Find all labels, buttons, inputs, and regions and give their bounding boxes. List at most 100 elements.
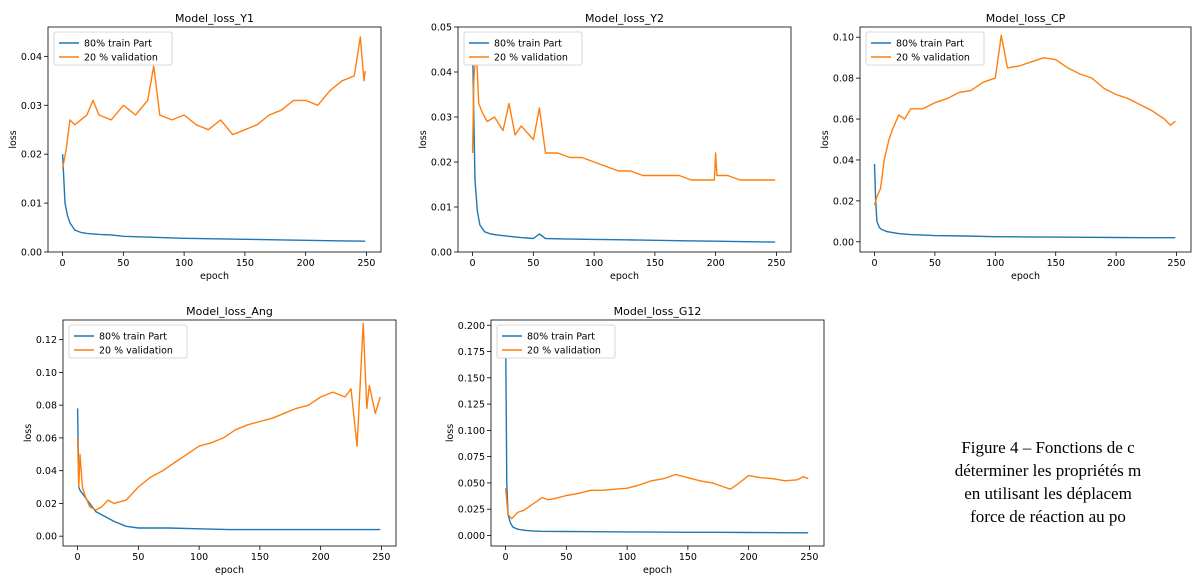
y-tick-label: 0.12	[36, 335, 57, 346]
chart-model-loss-ang: Model_loss_Ang 0 50 100 150 200 250 0.00 0.02 0.0…	[23, 305, 397, 576]
x-tick-label: 0	[503, 552, 509, 563]
y-tick-label: 0.06	[833, 115, 854, 126]
y-tick-label: 0.03	[431, 113, 452, 124]
x-tick-label: 50	[117, 258, 129, 269]
train-loss-line	[76, 408, 381, 531]
train-loss-line	[61, 154, 366, 242]
chart-title: Model_loss_G12	[614, 305, 702, 318]
legend-label: 20 % validation	[494, 53, 568, 64]
y-tick-label: 0.150	[458, 373, 485, 384]
x-axis-label: epoch	[643, 565, 672, 576]
y-tick-label: 0.075	[458, 452, 485, 463]
legend-label: 20 % validation	[99, 346, 173, 357]
x-tick-label: 200	[297, 258, 315, 269]
x-tick-label: 0	[60, 258, 66, 269]
x-tick-label: 200	[1107, 258, 1125, 269]
y-tick-label: 0.08	[833, 74, 854, 85]
x-tick-label: 0	[470, 258, 476, 269]
y-axis-label: loss	[418, 130, 429, 148]
y-tick-label: 0.04	[36, 466, 57, 477]
x-tick-label: 50	[132, 552, 144, 563]
x-tick-label: 250	[372, 552, 390, 563]
x-tick-label: 100	[618, 552, 636, 563]
chart-title: Model_loss_Y2	[585, 12, 664, 25]
x-tick-label: 0	[871, 258, 877, 269]
x-tick-label: 150	[1047, 258, 1065, 269]
x-tick-label: 250	[767, 258, 785, 269]
y-tick-label: 0.000	[458, 531, 485, 542]
legend-label: 80% train Part	[99, 332, 167, 343]
x-tick-label: 250	[800, 552, 818, 563]
x-tick-label: 200	[740, 552, 758, 563]
y-tick-label: 0.00	[431, 248, 452, 259]
legend-label: 80% train Part	[527, 332, 595, 343]
caption-line-1: Figure 4 – Fonctions de c	[961, 438, 1135, 457]
x-tick-label: 50	[527, 258, 539, 269]
x-tick-label: 250	[1167, 258, 1185, 269]
legend-label: 20 % validation	[527, 346, 601, 357]
legend-box	[53, 31, 173, 66]
validation-loss-line	[873, 34, 1176, 206]
x-tick-label: 250	[357, 258, 375, 269]
legend-box	[463, 31, 583, 66]
y-tick-label: 0.125	[458, 400, 485, 411]
y-tick-label: 0.00	[833, 237, 854, 248]
y-tick-label: 0.02	[431, 158, 452, 169]
legend-label: 20 % validation	[84, 53, 158, 64]
chart-model-loss-g12: Model_loss_G12 0 50 100 150 200 250 0.000 0.025 0…	[445, 305, 825, 576]
y-tick-label: 0.175	[458, 347, 485, 358]
y-tick-label: 0.10	[36, 368, 57, 379]
x-axis-label: epoch	[200, 271, 229, 282]
caption-line-2: déterminer les propriétés m	[954, 461, 1142, 480]
x-tick-label: 50	[929, 258, 941, 269]
x-tick-label: 0	[75, 552, 81, 563]
y-tick-label: 0.02	[21, 150, 42, 161]
chart-model-loss-y2: Model_loss_Y2 0 50 100 150 200 250 0.00 0.01 0.02…	[418, 12, 792, 282]
chart-title: Model_loss_Y1	[175, 12, 254, 25]
y-axis-label: loss	[8, 130, 19, 148]
y-tick-label: 0.00	[36, 532, 57, 543]
x-tick-label: 100	[585, 258, 603, 269]
legend: 80% train Part 20 % validation	[463, 31, 583, 66]
y-tick-label: 0.01	[431, 203, 452, 214]
y-tick-label: 0.03	[21, 101, 42, 112]
y-axis-label: loss	[820, 130, 831, 148]
y-tick-label: 0.02	[36, 499, 57, 510]
legend: 80% train Part 20 % validation	[68, 324, 188, 359]
legend-label: 20 % validation	[896, 53, 970, 64]
y-tick-label: 0.050	[458, 478, 485, 489]
y-tick-label: 0.200	[458, 321, 485, 332]
x-tick-label: 200	[707, 258, 725, 269]
validation-loss-line	[61, 36, 366, 169]
x-tick-label: 150	[251, 552, 269, 563]
y-tick-label: 0.10	[833, 33, 854, 44]
validation-loss-line	[504, 473, 809, 520]
legend: 80% train Part 20 % validation	[865, 31, 985, 66]
legend: 80% train Part 20 % validation	[53, 31, 173, 66]
validation-loss-line	[471, 44, 776, 181]
legend-box	[865, 31, 985, 66]
caption-line-4: force de réaction au po	[970, 507, 1126, 526]
y-tick-label: 0.00	[21, 248, 42, 259]
train-loss-line	[504, 330, 809, 534]
x-tick-label: 50	[560, 552, 572, 563]
validation-loss-line	[76, 322, 381, 511]
x-axis-label: epoch	[215, 565, 244, 576]
y-tick-label: 0.08	[36, 401, 57, 412]
x-tick-label: 100	[175, 258, 193, 269]
x-axis-label: epoch	[1011, 271, 1040, 282]
y-tick-label: 0.04	[21, 52, 42, 63]
y-tick-label: 0.025	[458, 505, 485, 516]
y-tick-label: 0.04	[833, 155, 854, 166]
x-axis-label: epoch	[610, 271, 639, 282]
legend-label: 80% train Part	[84, 39, 152, 50]
y-axis-label: loss	[23, 424, 34, 442]
legend-box	[496, 324, 616, 359]
x-tick-label: 100	[986, 258, 1004, 269]
x-tick-label: 100	[190, 552, 208, 563]
caption-line-3: en utilisant les déplacem	[964, 484, 1132, 503]
legend-label: 80% train Part	[494, 39, 562, 50]
legend-label: 80% train Part	[896, 39, 964, 50]
train-loss-line	[471, 44, 776, 243]
